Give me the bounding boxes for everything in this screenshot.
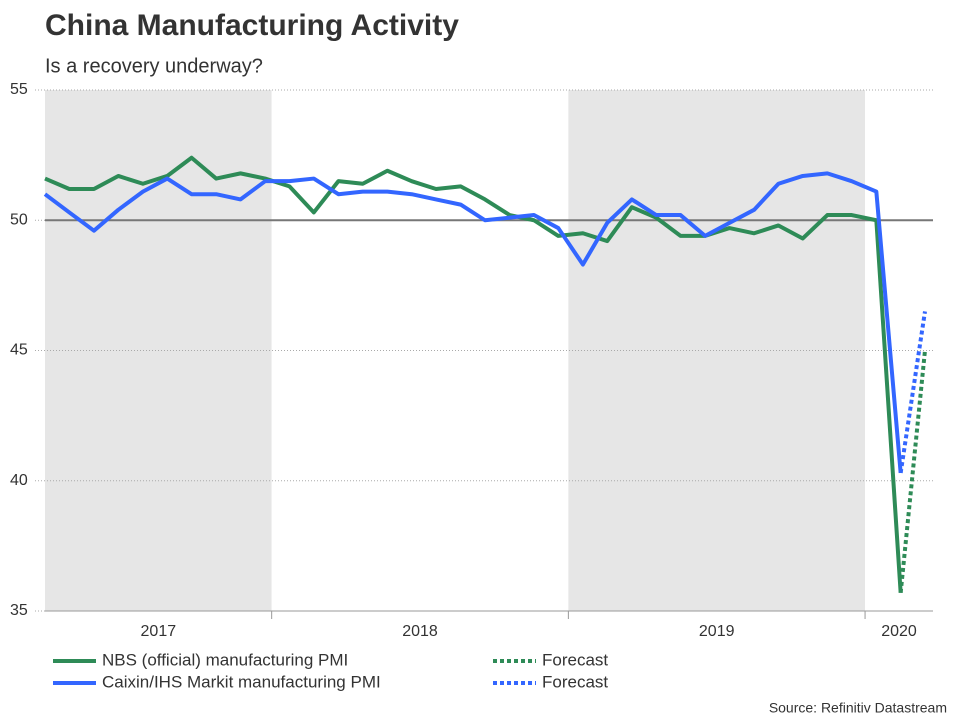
series-line [44, 155, 903, 593]
y-tick-label: 50 [10, 211, 28, 228]
x-tick-label: 2019 [699, 623, 735, 640]
legend-label: NBS (official) manufacturing PMI [102, 650, 348, 669]
x-tick-label: 2017 [141, 623, 177, 640]
series-line [898, 350, 927, 593]
legend-label: Forecast [542, 672, 608, 691]
legend-label: Forecast [542, 650, 608, 669]
legend-label: Caixin/IHS Markit manufacturing PMI [102, 672, 381, 691]
chart-subtitle: Is a recovery underway? [45, 55, 263, 77]
series-line [43, 171, 903, 474]
chart-title: China Manufacturing Activity [45, 9, 459, 42]
series-line [898, 311, 927, 474]
y-tick-label: 35 [10, 602, 28, 619]
year-band [271, 90, 569, 611]
y-tick-label: 55 [10, 81, 28, 98]
y-tick-label: 40 [10, 472, 28, 489]
source: Source: Refinitiv Datastream [769, 700, 947, 716]
y-tick-label: 45 [10, 342, 28, 359]
x-tick-label: 2020 [881, 623, 917, 640]
x-tick-label: 2018 [402, 623, 438, 640]
